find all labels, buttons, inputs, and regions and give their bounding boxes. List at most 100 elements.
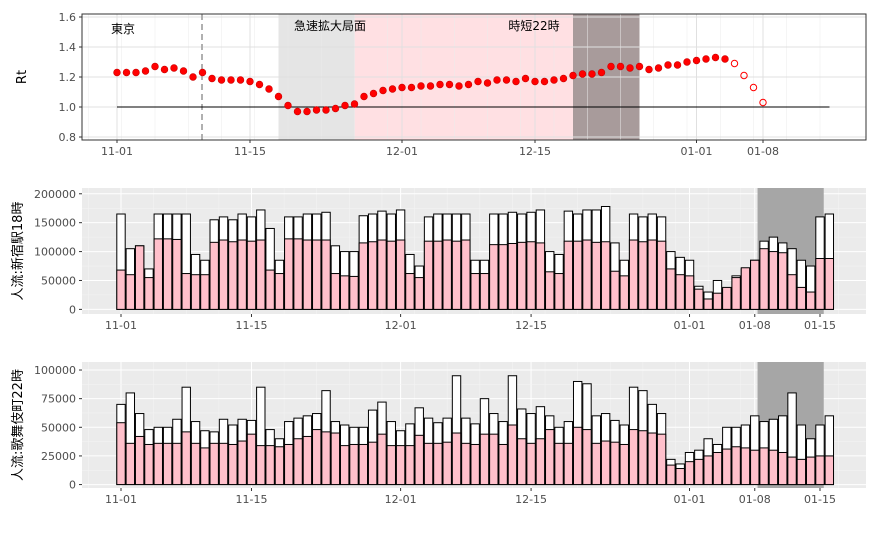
rt-y-tick-label: 0.8	[59, 131, 77, 144]
p2-bar-portion	[656, 240, 667, 310]
p3-bar-portion	[582, 429, 592, 486]
rt-point	[170, 64, 178, 72]
p2-bar-portion	[237, 239, 247, 310]
rt-point	[208, 74, 216, 83]
rt-point	[255, 80, 264, 89]
rt-point	[132, 68, 140, 77]
p3-bar-portion	[246, 433, 257, 486]
p2-bar-portion	[619, 275, 629, 310]
rt-point	[578, 70, 587, 78]
p2-bar-portion	[498, 244, 508, 310]
rt-panel: 0.8 1.0 1.2 1.4 1.6 11-01 11-15 12-01 12-15 01-0…	[15, 11, 867, 158]
p3-y-tick-label: 0	[69, 479, 76, 492]
p3-bar-portion	[526, 442, 536, 486]
p3-bar-portion	[694, 458, 704, 486]
p2-bar-portion	[545, 271, 555, 310]
p3-bar-portion	[722, 448, 732, 486]
p3-y-tick-label: 75000	[41, 393, 76, 406]
p2-bar-portion	[162, 238, 173, 310]
rt-point	[588, 70, 596, 78]
p3-bar-portion	[395, 445, 406, 486]
p3-bar-portion	[750, 449, 760, 486]
p3-bar-portion	[414, 434, 424, 486]
p2-bar-portion	[768, 251, 779, 310]
p3-x-tick-label: 01-08	[739, 493, 771, 506]
rt-point	[369, 89, 378, 98]
p3-bar-portion	[628, 429, 639, 486]
p3-bar-portion	[768, 449, 779, 486]
rt-y-tick-label: 1.0	[59, 101, 77, 114]
p2-x-tick-label: 12-15	[515, 319, 547, 332]
rt-x-tick-label: 11-15	[234, 145, 266, 158]
rt-point	[388, 85, 397, 93]
p3-bar-portion	[824, 455, 835, 486]
p3-bar-portion	[228, 443, 238, 486]
shinjuku-y-ticks: 0 50000 100000 150000 200000	[34, 188, 82, 316]
rt-point	[122, 68, 131, 77]
p2-bar-portion	[805, 291, 816, 310]
p3-x-tick-label: 11-15	[235, 493, 267, 506]
p2-bar-portion	[423, 240, 434, 310]
rt-point	[426, 82, 435, 90]
p3-bar-portion	[638, 430, 648, 486]
p2-bar-portion	[638, 241, 648, 310]
p3-bar-portion	[656, 433, 667, 486]
p2-y-tick-label: 100000	[34, 246, 76, 259]
p3-bar-portion	[442, 441, 452, 486]
rt-point	[227, 76, 235, 84]
rt-region-label: 東京	[111, 22, 135, 36]
kabukicho-bars	[116, 375, 835, 486]
rt-point	[303, 107, 311, 116]
p3-bar-portion	[787, 456, 797, 486]
rt-point	[683, 58, 691, 66]
p3-bar-portion	[498, 443, 508, 486]
kabukicho-x-ticks: 11-01 11-15 12-01 12-15 01-01 01-08 01-15	[105, 488, 836, 506]
p2-bar-portion	[647, 239, 657, 310]
p3-bar-portion	[759, 447, 769, 486]
rt-point	[113, 68, 121, 77]
p3-bar-portion	[563, 442, 574, 486]
p2-bar-portion	[461, 239, 471, 310]
rt-y-tick-label: 1.2	[59, 71, 77, 84]
p2-bar-portion	[330, 273, 341, 310]
rt-point	[692, 56, 701, 65]
p2-bar-portion	[600, 241, 611, 310]
p2-bar-portion	[703, 298, 713, 310]
rt-point	[350, 100, 359, 108]
p3-bar-portion	[339, 445, 350, 486]
rt-point	[531, 77, 539, 86]
rt-point	[559, 74, 568, 83]
p3-bar-portion	[284, 443, 294, 486]
rt-x-tick-label: 12-01	[386, 145, 418, 158]
shinjuku-y-axis-label: 人流:新宿駅18時	[10, 202, 26, 301]
rt-point	[483, 79, 492, 87]
rt-point	[502, 76, 511, 84]
rt-point	[512, 77, 520, 86]
p3-bar-portion	[591, 442, 602, 486]
p2-bar-portion	[209, 241, 219, 310]
p3-bar-portion	[535, 438, 546, 486]
p3-bar-portion	[610, 441, 620, 486]
p3-bar-portion	[815, 455, 825, 486]
p2-bar-portion	[722, 286, 732, 310]
p2-bar-portion	[535, 242, 546, 310]
p2-bar-portion	[824, 258, 835, 310]
p3-bar-portion	[116, 422, 126, 486]
rt-point	[274, 92, 283, 101]
p2-bar-portion	[517, 241, 527, 310]
p3-x-tick-label: 11-01	[105, 493, 137, 506]
p2-x-tick-label: 01-15	[804, 319, 836, 332]
p2-y-tick-label: 50000	[41, 274, 76, 287]
p2-bar-portion	[442, 239, 452, 310]
rt-point	[702, 55, 710, 63]
rt-point	[607, 62, 615, 71]
p3-bar-portion	[125, 442, 136, 486]
p2-bar-portion	[256, 239, 266, 310]
rt-point	[521, 74, 530, 83]
p3-bar-portion	[461, 442, 471, 486]
rt-point	[331, 104, 340, 113]
p3-bar-portion	[489, 433, 499, 486]
rt-point	[160, 65, 169, 74]
p3-bar-portion	[619, 443, 629, 486]
p2-bar-portion	[200, 274, 210, 310]
